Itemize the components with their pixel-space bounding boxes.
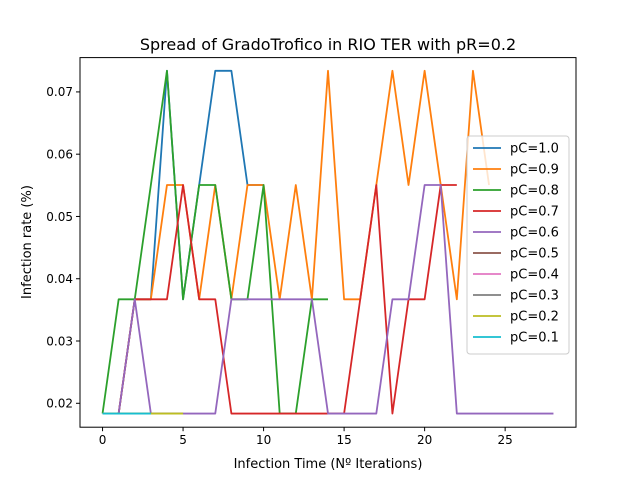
x-tick-label: 20 <box>417 433 432 447</box>
plot-frame <box>79 57 577 428</box>
legend-label: pC=1.0 <box>510 142 559 157</box>
x-tick-label: 15 <box>336 433 351 447</box>
x-tick-label: 0 <box>99 433 107 447</box>
y-tick-label: 0.04 <box>46 272 73 286</box>
x-tick-label: 25 <box>498 433 513 447</box>
legend: pC=1.0 pC=0.9 pC=0.8 pC=0.7 pC=0.6 pC=0.5 pC=0… <box>466 135 570 355</box>
plot-area <box>101 69 554 415</box>
series-line-3 <box>102 184 457 415</box>
x-axis-label: Infection Time (Nº Iterations) <box>234 457 423 472</box>
legend-label: pC=0.5 <box>510 247 559 262</box>
x-tick-label: 10 <box>256 433 271 447</box>
x-axis: 0 5 10 15 20 25 <box>99 427 513 447</box>
y-tick-label: 0.06 <box>46 147 73 161</box>
y-axis-label: Infection rate (%) <box>20 185 35 299</box>
legend-label: pC=0.2 <box>510 310 559 325</box>
y-tick-label: 0.03 <box>46 334 73 348</box>
chart-title: Spread of GradoTrofico in RIO TER with p… <box>140 35 516 54</box>
legend-label: pC=0.9 <box>510 163 559 178</box>
legend-label: pC=0.1 <box>510 331 559 346</box>
legend-label: pC=0.4 <box>510 268 559 283</box>
y-tick-label: 0.07 <box>46 85 73 99</box>
legend-label: pC=0.3 <box>510 289 559 304</box>
series-line-1 <box>102 69 490 415</box>
y-tick-label: 0.02 <box>46 397 73 411</box>
x-tick-label: 5 <box>179 433 187 447</box>
legend-label: pC=0.6 <box>510 226 559 241</box>
legend-label: pC=0.8 <box>510 184 559 199</box>
y-tick-label: 0.05 <box>46 210 73 224</box>
y-axis: 0.02 0.03 0.04 0.05 0.06 0.07 <box>46 85 80 411</box>
legend-label: pC=0.7 <box>510 205 559 220</box>
